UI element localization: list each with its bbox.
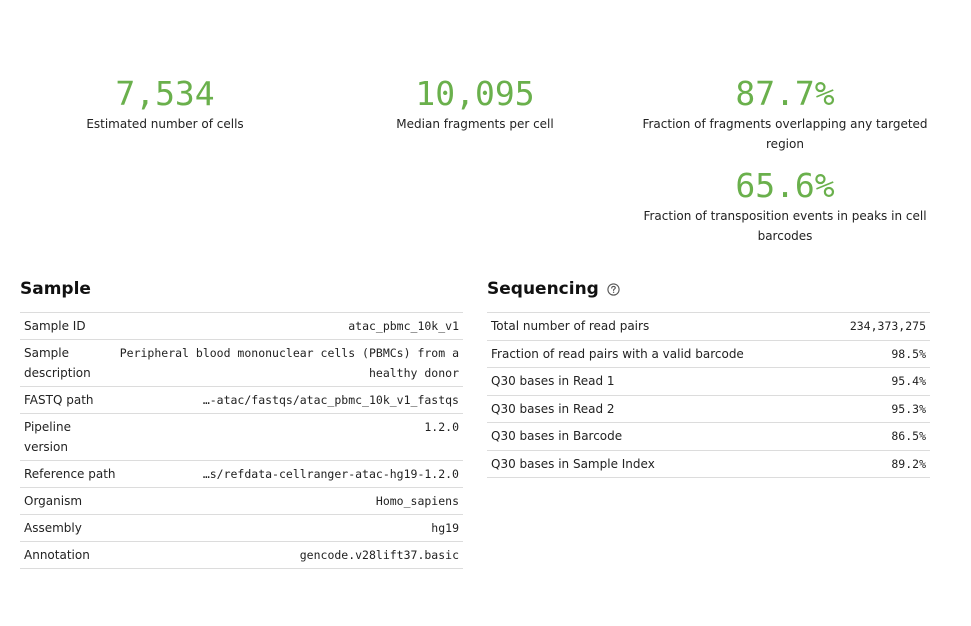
sequencing-table: Total number of read pairs 234,373,275 F… xyxy=(487,312,930,478)
row-label-line: Sample xyxy=(24,346,69,360)
metric-value: 10,095 xyxy=(415,74,535,113)
metric-label-line: Fraction of fragments overlapping any ta… xyxy=(642,117,928,131)
metric-estimated-cells: 7,534 Estimated number of cells xyxy=(60,76,270,134)
metric-label: Median fragments per cell xyxy=(396,117,554,131)
metric-fraction-targeted: 87.7% Fraction of fragments overlapping … xyxy=(640,76,930,154)
row-value: 95.4% xyxy=(891,374,926,389)
row-label: Reference path xyxy=(24,467,116,481)
row-value: 86.5% xyxy=(891,429,926,444)
table-row: Sample description Peripheral blood mono… xyxy=(20,340,463,387)
section-title-text: Sample xyxy=(20,279,91,299)
row-value: Peripheral blood mononuclear cells (PBMC… xyxy=(114,343,463,383)
metric-label-line: barcodes xyxy=(757,229,813,243)
table-row: Reference path …s/refdata-cellranger-ata… xyxy=(20,461,463,488)
metric-label: Fraction of fragments overlapping any ta… xyxy=(640,114,930,154)
row-value: 98.5% xyxy=(891,346,926,361)
row-label: Total number of read pairs xyxy=(491,319,650,334)
table-row: Q30 bases in Sample Index 89.2% xyxy=(487,451,930,478)
metric-label-line: region xyxy=(766,137,804,151)
metric-value: 7,534 xyxy=(115,74,215,113)
row-label-line: description xyxy=(24,366,91,380)
row-value: Homo_sapiens xyxy=(375,494,459,508)
metric-label: Estimated number of cells xyxy=(86,117,244,131)
question-circle-icon[interactable] xyxy=(607,282,620,296)
metric-value: 87.7% xyxy=(735,74,835,113)
table-row: Total number of read pairs 234,373,275 xyxy=(487,313,930,341)
row-label: Organism xyxy=(24,494,83,508)
row-label: Assembly xyxy=(24,521,82,535)
row-label: Sample description xyxy=(20,343,114,383)
row-value: 89.2% xyxy=(891,456,926,471)
row-value: gencode.v28lift37.basic xyxy=(299,548,459,562)
row-label: Sample ID xyxy=(24,319,86,333)
row-label: Q30 bases in Read 1 xyxy=(491,374,615,389)
table-row: Organism Homo_sapiens xyxy=(20,488,463,515)
row-label-line: Pipeline xyxy=(24,420,71,434)
sample-table: Sample ID atac_pbmc_10k_v1 Sample descri… xyxy=(20,312,463,569)
table-row: Sample ID atac_pbmc_10k_v1 xyxy=(20,313,463,340)
row-label: Q30 bases in Sample Index xyxy=(491,456,655,471)
row-label: Fraction of read pairs with a valid barc… xyxy=(491,346,744,361)
row-value: 1.2.0 xyxy=(424,420,459,434)
metric-label: Fraction of transposition events in peak… xyxy=(640,206,930,246)
metric-fraction-transposition: 65.6% Fraction of transposition events i… xyxy=(640,168,930,246)
row-value: hg19 xyxy=(431,521,459,535)
row-value: …-atac/fastqs/atac_pbmc_10k_v1_fastqs xyxy=(202,393,459,407)
table-row: Assembly hg19 xyxy=(20,515,463,542)
row-value: 234,373,275 xyxy=(849,319,926,334)
table-row: Q30 bases in Read 2 95.3% xyxy=(487,396,930,423)
table-row: Q30 bases in Read 1 95.4% xyxy=(487,368,930,396)
metric-median-fragments: 10,095 Median fragments per cell xyxy=(365,76,585,134)
row-value: …s/refdata-cellranger-atac-hg19-1.2.0 xyxy=(202,467,459,481)
table-row: Pipeline version 1.2.0 xyxy=(20,414,463,461)
metric-value: 65.6% xyxy=(735,166,835,205)
section-title-text: Sequencing xyxy=(487,279,599,299)
row-label: Q30 bases in Barcode xyxy=(491,429,623,444)
row-value-line: healthy donor xyxy=(368,366,459,380)
row-label: Pipeline version xyxy=(20,417,114,457)
row-label: FASTQ path xyxy=(24,393,94,407)
metric-label-line: Fraction of transposition events in peak… xyxy=(643,209,927,223)
row-label: Annotation xyxy=(24,548,90,562)
row-label: Q30 bases in Read 2 xyxy=(491,401,615,416)
table-row: FASTQ path …-atac/fastqs/atac_pbmc_10k_v… xyxy=(20,387,463,414)
row-label-line: version xyxy=(24,440,68,454)
row-value-line: Peripheral blood mononuclear cells (PBMC… xyxy=(119,346,459,360)
row-value: atac_pbmc_10k_v1 xyxy=(348,319,459,333)
row-value: 95.3% xyxy=(891,401,926,416)
table-row: Q30 bases in Barcode 86.5% xyxy=(487,423,930,451)
table-row: Annotation gencode.v28lift37.basic xyxy=(20,542,463,569)
section-title-sequencing: Sequencing xyxy=(487,279,620,299)
table-row: Fraction of read pairs with a valid barc… xyxy=(487,341,930,368)
section-title-sample: Sample xyxy=(20,279,91,299)
